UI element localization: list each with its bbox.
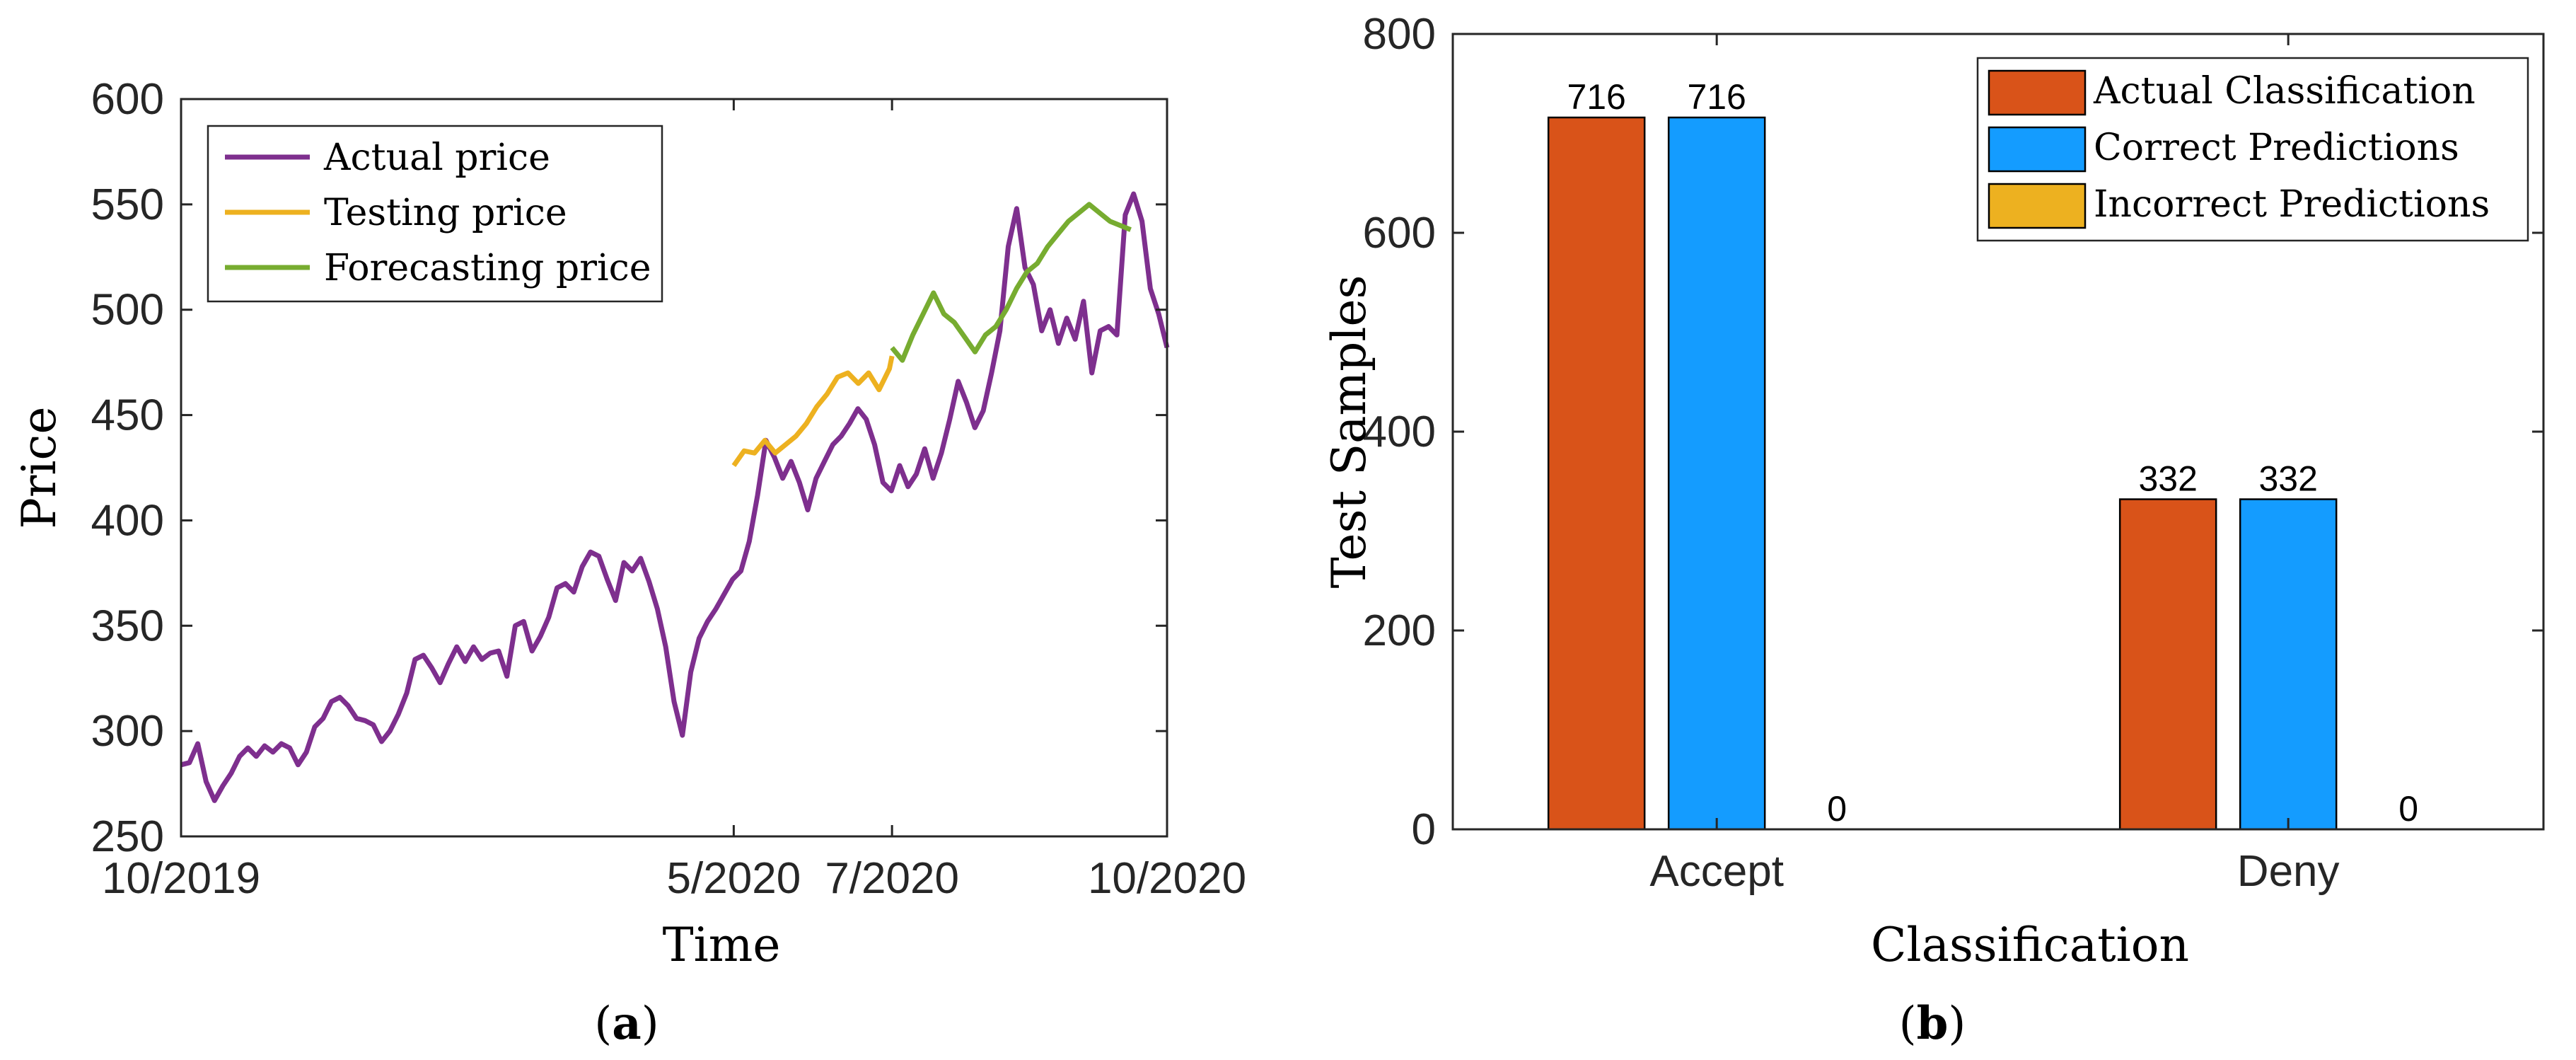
bar-value-label: 332 [2138,459,2197,499]
y-tick-label: 450 [91,391,164,440]
x-tick-label: 10/2019 [102,854,260,903]
y-axis-ticks-b: 0 200 400 600 800 [1363,10,2543,854]
legend-entry: Actual price [323,137,550,179]
bar [1547,116,1646,831]
series-line-actual-price [180,191,1170,803]
y-tick-label: 800 [1363,10,1436,59]
legend-swatch [1988,183,2087,229]
series-line-forecasting-price [890,202,1132,363]
bar-value-label: 716 [1687,77,1746,117]
x-axis-label-a: Time [663,918,781,972]
y-tick-label: 350 [91,601,164,650]
bar [1667,116,1766,831]
legend-swatch [1988,69,2087,116]
y-axis-label-a: Price [12,406,66,529]
axes-box-a [180,98,1168,838]
y-tick-label: 600 [91,75,164,124]
y-tick-label: 400 [1363,408,1436,456]
bar-value-label: 332 [2258,459,2317,499]
y-tick-label: 400 [91,496,164,545]
x-tick-label: 7/2020 [825,854,959,903]
bars: 716 716 0 332 332 0 [1547,77,2418,831]
panel-a-line-chart: 250 300 350 400 450 500 550 600 10/2019 5/2020 7/… [12,75,1246,972]
legend-entry: Testing price [324,192,567,234]
bar-value-label: 0 [2398,789,2418,829]
legend-entry: Incorrect Predictions [2094,183,2490,226]
x-axis-label-b: Classification [1871,918,2189,972]
x-axis-ticks-b: Accept Deny [1649,34,2340,896]
y-tick-label: 200 [1363,606,1436,655]
caption-a-letter: a [612,997,641,1050]
legend-entry: Actual Classification [2093,70,2476,113]
x-tick-label: 5/2020 [667,854,801,903]
caption-b-letter: b [1917,997,1949,1050]
bar-value-label: 716 [1567,77,1625,117]
x-tick-label: Deny [2237,847,2340,896]
x-tick-label: Accept [1649,847,1784,896]
y-tick-label: 0 [1412,805,1436,854]
y-tick-label: 300 [91,707,164,756]
legend-entry: Forecasting price [324,247,651,289]
y-tick-label: 550 [91,180,164,229]
x-tick-label: 10/2020 [1088,854,1246,903]
legend-a: Actual price Testing price Forecasting pri… [207,125,663,303]
y-axis-ticks-a: 250 300 350 400 450 500 550 600 [91,75,1167,861]
bar [2118,498,2217,831]
legend-b: Actual Classification Correct Predictions… [1976,57,2529,242]
bar [2239,498,2338,831]
y-tick-label: 500 [91,286,164,335]
y-tick-label: 600 [1363,209,1436,258]
caption-b: (b) [1899,997,1966,1050]
legend-swatch [1988,126,2087,173]
y-axis-label-b: Test Samples [1322,275,1376,589]
x-axis-ticks-a: 10/2019 5/2020 7/2020 10/2020 [102,99,1246,903]
series-line-testing-price [731,355,895,468]
caption-a: (a) [594,997,658,1050]
bar-value-label: 0 [1827,789,1847,829]
legend-entry: Correct Predictions [2094,127,2459,169]
price-lines [180,191,1170,803]
y-tick-label: 250 [91,812,164,861]
